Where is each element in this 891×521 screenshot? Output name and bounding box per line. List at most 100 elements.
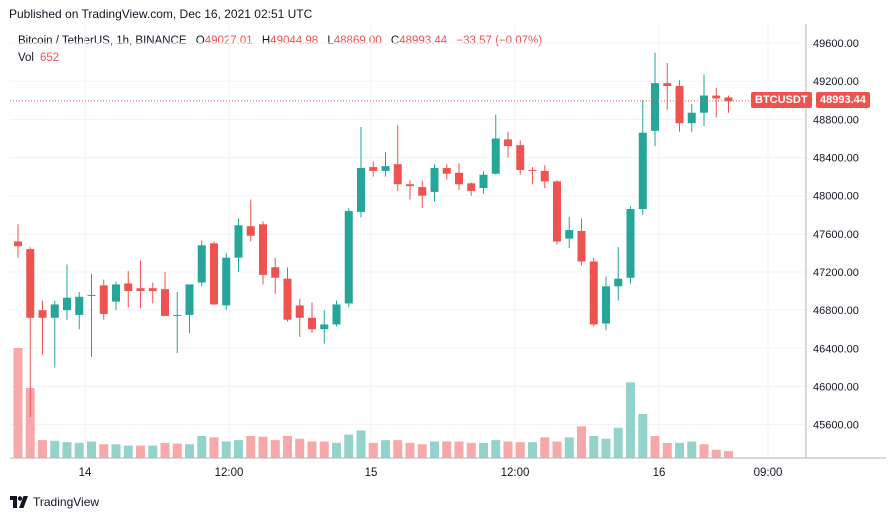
- volume-bar: [552, 441, 562, 458]
- y-tick-label: 48400.00: [813, 153, 859, 165]
- volume-bar: [613, 427, 623, 458]
- candle-body: [479, 174, 488, 189]
- candle-body: [161, 289, 169, 316]
- volume-value: 652: [40, 52, 60, 64]
- price-axis[interactable]: 45600.00 46000.00 46400.00 46800.00 47200.00…: [805, 24, 859, 458]
- volume-bar: [136, 445, 145, 458]
- candle-body: [234, 225, 243, 258]
- x-tick-label: 12:00: [501, 467, 530, 479]
- high-label: H: [261, 35, 271, 47]
- candle-body: [638, 132, 647, 210]
- candle-body: [565, 230, 574, 239]
- candle-body: [504, 139, 512, 147]
- volume-bar: [711, 449, 721, 458]
- candle-body: [320, 324, 329, 330]
- candle-body: [455, 172, 463, 185]
- y-tick-label: 49200.00: [813, 76, 859, 88]
- candle-body: [14, 241, 22, 247]
- volume-bar: [515, 442, 525, 458]
- candle-body: [332, 304, 341, 325]
- candle-body: [26, 249, 35, 318]
- candle-body: [210, 243, 218, 305]
- volume-bar: [87, 441, 96, 458]
- y-tick-label: 45600.00: [813, 420, 859, 432]
- x-tick-label: 14: [79, 467, 92, 479]
- volume-bar: [564, 437, 574, 458]
- volume-bar: [638, 414, 648, 458]
- candle-body: [99, 285, 108, 314]
- chart-grid: [10, 24, 806, 458]
- volume-bar: [417, 444, 427, 458]
- volume-bar: [160, 442, 170, 458]
- candle-body: [38, 310, 47, 318]
- candle-body: [124, 283, 133, 292]
- tradingview-logo-icon: [10, 496, 28, 508]
- volume-bar: [50, 440, 60, 458]
- candle-body: [75, 296, 84, 315]
- candle-body: [712, 95, 721, 99]
- volume-bar: [699, 444, 709, 458]
- volume-bar: [454, 441, 464, 458]
- volume-bar: [25, 387, 35, 458]
- volume-bar: [197, 436, 207, 458]
- volume-bar: [626, 382, 635, 458]
- volume-bar: [295, 438, 305, 458]
- x-tick-label: 15: [365, 467, 378, 479]
- candle-body: [651, 83, 659, 131]
- volume-bar: [540, 437, 550, 458]
- volume-bar: [62, 442, 72, 458]
- candle-body: [430, 168, 439, 192]
- y-tick-label: 46400.00: [813, 343, 859, 355]
- candle-body: [185, 284, 194, 315]
- candle-body: [626, 209, 635, 278]
- volume-bar: [148, 445, 158, 458]
- symbol-price-tag: BTCUSDT: [751, 91, 812, 108]
- candle-body: [724, 97, 733, 102]
- volume-legend: Vol 652: [18, 52, 59, 64]
- candlesticks: [14, 52, 733, 417]
- volume-label: Vol: [18, 52, 34, 64]
- volume-bar: [234, 440, 243, 458]
- volume-bar: [528, 442, 537, 458]
- brand-name: TradingView: [33, 495, 100, 509]
- volume-bar: [503, 441, 513, 458]
- volume-bar: [344, 434, 354, 458]
- volume-bar: [675, 442, 684, 458]
- candle-body: [406, 184, 414, 187]
- volume-bar: [13, 348, 23, 458]
- volume-bar: [283, 436, 292, 458]
- volume-bar: [724, 451, 733, 458]
- low-value: 48869.00: [333, 35, 382, 47]
- volume-bar: [123, 445, 133, 458]
- candle-body: [271, 267, 280, 278]
- footer-brand[interactable]: TradingView: [10, 495, 99, 509]
- volume-bar: [307, 441, 317, 458]
- candle-body: [112, 284, 120, 302]
- close-value: 48993.44: [399, 35, 448, 47]
- volume-bar: [687, 441, 697, 458]
- volume-bar: [185, 444, 194, 458]
- candle-body: [381, 166, 390, 171]
- candle-body: [344, 210, 353, 304]
- time-axis[interactable]: 14 12:00 15 12:00 16 09:00: [10, 457, 886, 479]
- x-tick-label: 12:00: [215, 467, 244, 479]
- candle-body: [283, 278, 292, 320]
- volume-bar: [430, 441, 439, 458]
- volume-bar: [221, 441, 231, 458]
- volume-bar: [393, 440, 403, 458]
- volume-bar: [356, 430, 366, 458]
- last-price-tag: 48993.44: [816, 91, 870, 108]
- candle-body: [528, 169, 537, 171]
- low-label: L: [327, 35, 334, 47]
- candle-body: [259, 224, 267, 275]
- candle-body: [393, 164, 402, 185]
- volume-bar: [99, 444, 109, 458]
- candle-body: [589, 261, 598, 325]
- volume-bar: [466, 442, 476, 458]
- y-tick-label: 46800.00: [813, 305, 859, 317]
- volume-bar: [405, 442, 415, 458]
- candle-body: [491, 138, 500, 174]
- open-label: O: [195, 35, 205, 47]
- volume-bar: [368, 442, 378, 458]
